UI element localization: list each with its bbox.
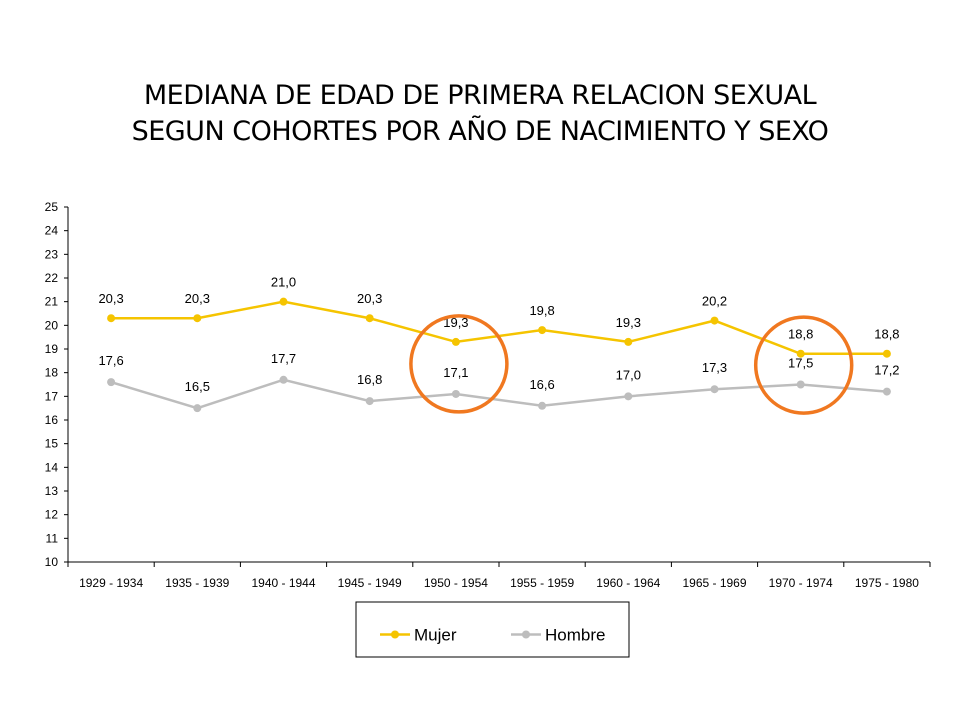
- data-point-hombre: [107, 378, 116, 387]
- data-label-mujer: 19,3: [443, 315, 468, 330]
- data-point-hombre: [538, 401, 547, 410]
- data-point-hombre: [882, 387, 891, 396]
- series-line-hombre: [110, 378, 888, 410]
- legend-marker-mujer: [391, 630, 399, 639]
- data-point-mujer: [107, 314, 116, 323]
- data-label-hombre: 17,2: [874, 363, 899, 378]
- data-point-hombre: [193, 404, 202, 413]
- y-tick-label: 21: [45, 295, 59, 309]
- data-label-mujer: 19,8: [529, 303, 554, 318]
- y-tick-label: 14: [45, 460, 59, 474]
- chart-title-line-2: SEGUN COHORTES POR AÑO DE NACIMIENTO Y S…: [131, 116, 829, 147]
- data-label-hombre: 17,3: [702, 360, 727, 375]
- y-tick-label: 15: [45, 437, 59, 451]
- y-tick-label: 10: [45, 555, 59, 569]
- data-label-hombre: 17,1: [443, 365, 468, 380]
- x-tick-label: 1940 - 1944: [251, 576, 315, 590]
- data-label-hombre: 17,7: [271, 351, 296, 366]
- y-tick-label: 20: [45, 318, 59, 332]
- data-label-mujer: 21,0: [271, 275, 296, 290]
- chart-title: MEDIANA DE EDAD DE PRIMERA RELACION SEXU…: [0, 78, 960, 150]
- highlight-circle: [409, 314, 509, 414]
- legend-marker-hombre: [522, 630, 530, 639]
- data-label-hombre: 17,6: [98, 353, 123, 368]
- data-label-hombre: 16,6: [529, 377, 554, 392]
- x-tick-label: 1970 - 1974: [769, 576, 833, 590]
- data-point-mujer: [538, 326, 547, 335]
- data-label-hombre: 16,5: [185, 379, 210, 394]
- y-tick-label: 24: [45, 224, 59, 238]
- data-point-hombre: [796, 380, 805, 389]
- data-label-mujer: 18,8: [788, 327, 813, 342]
- x-tick-label: 1975 - 1980: [855, 576, 919, 590]
- highlight-circle: [753, 315, 854, 415]
- y-tick-label: 22: [45, 271, 59, 285]
- y-tick-label: 17: [45, 389, 59, 403]
- x-tick-label: 1955 - 1959: [510, 576, 574, 590]
- data-label-mujer: 20,2: [702, 294, 727, 309]
- y-tick-label: 11: [46, 531, 59, 545]
- data-point-mujer: [710, 316, 719, 325]
- data-label-hombre: 17,0: [616, 367, 641, 382]
- y-tick-label: 16: [45, 413, 59, 427]
- x-tick-label: 1929 - 1934: [79, 576, 143, 590]
- series-line-mujer: [111, 300, 887, 355]
- legend-label-hombre: Hombre: [545, 626, 605, 645]
- data-point-mujer: [451, 337, 460, 346]
- data-point-mujer: [193, 314, 202, 323]
- data-point-mujer: [365, 314, 374, 323]
- y-tick-label: 25: [45, 200, 59, 214]
- data-label-mujer: 18,8: [874, 327, 899, 342]
- data-point-hombre: [279, 375, 288, 384]
- y-tick-label: 18: [45, 366, 59, 380]
- data-label-mujer: 20,3: [185, 291, 210, 306]
- x-tick-label: 1965 - 1969: [682, 576, 746, 590]
- y-tick-label: 19: [45, 342, 59, 356]
- data-label-mujer: 19,3: [616, 315, 641, 330]
- data-point-mujer: [796, 349, 805, 358]
- x-tick-label: 1950 - 1954: [424, 576, 488, 590]
- data-label-hombre: 17,5: [788, 356, 813, 371]
- x-tick-label: 1935 - 1939: [165, 576, 229, 590]
- chart-title-line-1: MEDIANA DE EDAD DE PRIMERA RELACION SEXU…: [143, 80, 817, 111]
- data-point-mujer: [882, 349, 891, 358]
- data-point-hombre: [710, 385, 719, 394]
- data-label-mujer: 20,3: [357, 291, 382, 306]
- legend-label-mujer: Mujer: [414, 626, 457, 645]
- data-point-hombre: [451, 389, 460, 398]
- data-point-mujer: [279, 297, 288, 306]
- y-tick-label: 12: [45, 508, 59, 522]
- data-point-hombre: [365, 397, 374, 406]
- data-point-mujer: [624, 337, 633, 346]
- y-tick-label: 13: [45, 484, 59, 498]
- x-tick-label: 1960 - 1964: [596, 576, 660, 590]
- legend-box: [355, 601, 630, 658]
- data-label-mujer: 20,3: [98, 291, 123, 306]
- data-label-hombre: 16,8: [357, 372, 382, 387]
- y-tick-label: 23: [45, 247, 59, 261]
- x-tick-label: 1945 - 1949: [338, 576, 402, 590]
- data-point-hombre: [624, 392, 633, 401]
